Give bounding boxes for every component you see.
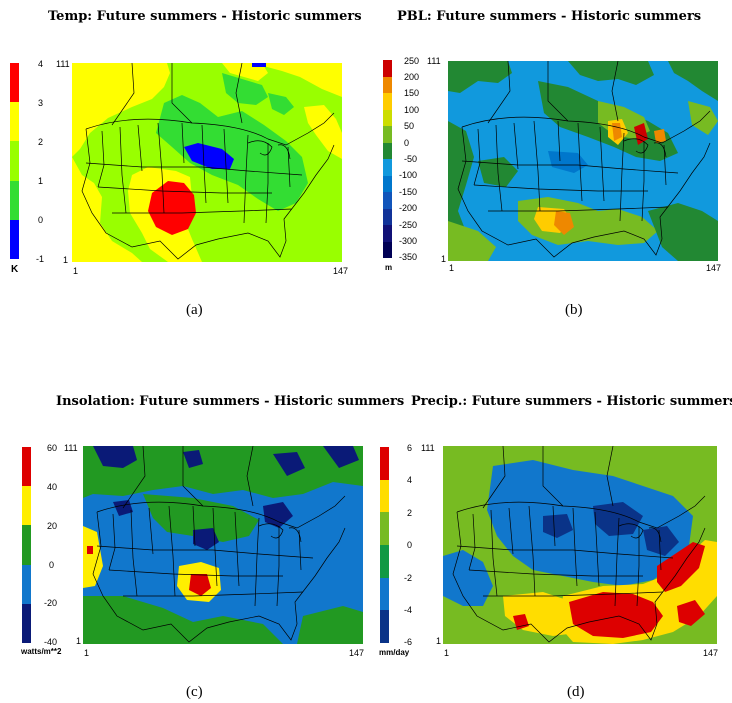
- scale-unit: K: [11, 264, 19, 275]
- scale-label: 6: [407, 443, 413, 453]
- color-scale-bar: [10, 63, 19, 260]
- color-scale-bar: [22, 447, 31, 644]
- scale-label: -1: [36, 254, 45, 264]
- x-axis-left-label: 1: [84, 648, 90, 658]
- scale-label: 250: [404, 56, 420, 66]
- scale-label: -200: [399, 203, 418, 213]
- panel-title: PBL: Future summers - Historic summers: [397, 9, 702, 24]
- scale-label: -300: [399, 236, 418, 246]
- y-axis-bottom-label: 1: [76, 636, 82, 646]
- scale-label: 0: [407, 540, 413, 550]
- color-scale-bar: [380, 447, 389, 644]
- scale-label: 150: [404, 88, 420, 98]
- y-axis-top-label: 111: [421, 443, 435, 453]
- panel-caption: (c): [186, 684, 203, 700]
- scale-label: 2: [407, 508, 413, 518]
- scale-label: -40: [44, 637, 58, 647]
- x-axis-right-label: 147: [349, 648, 365, 658]
- scale-label: -350: [399, 252, 418, 262]
- scale-label: -150: [399, 187, 418, 197]
- y-axis-bottom-label: 1: [63, 255, 69, 265]
- y-axis-bottom-label: 1: [436, 636, 442, 646]
- scale-label: -20: [44, 598, 58, 608]
- panel-title: Temp: Future summers - Historic summers: [48, 9, 362, 24]
- x-axis-left-label: 1: [73, 266, 79, 276]
- scale-label: 20: [47, 521, 58, 531]
- scale-label: -4: [404, 605, 413, 615]
- y-axis-bottom-label: 1: [441, 254, 447, 264]
- scale-label: 60: [47, 443, 58, 453]
- scale-label: -6: [404, 637, 413, 647]
- x-axis-left-label: 1: [444, 648, 450, 658]
- panel-title: Precip.: Future summers - Historic summe…: [411, 394, 732, 409]
- scale-unit: m: [385, 263, 393, 272]
- scale-label: 200: [404, 72, 420, 82]
- x-axis-right-label: 147: [333, 266, 349, 276]
- scale-label: 4: [38, 59, 44, 69]
- pbl-difference-map: [448, 61, 718, 261]
- scale-label: 3: [38, 98, 44, 108]
- scale-label: -250: [399, 220, 418, 230]
- x-axis-left-label: 1: [449, 263, 455, 273]
- scale-label: 0: [404, 138, 410, 148]
- temperature-difference-map: [72, 63, 342, 262]
- scale-unit: mm/day: [379, 648, 410, 657]
- panel-title: Insolation: Future summers - Historic su…: [56, 394, 405, 409]
- panel-caption: (d): [567, 684, 585, 700]
- scale-label: 50: [404, 121, 415, 131]
- scale-label: 4: [407, 475, 413, 485]
- precipitation-difference-map: [443, 446, 717, 644]
- y-axis-top-label: 111: [427, 56, 441, 66]
- panel-caption: (a): [186, 302, 203, 318]
- scale-label: 2: [38, 137, 44, 147]
- scale-label: 0: [38, 215, 44, 225]
- scale-label: -50: [404, 154, 418, 164]
- scale-label: -100: [399, 170, 418, 180]
- y-axis-top-label: 111: [56, 59, 70, 69]
- scale-label: 100: [404, 105, 420, 115]
- x-axis-right-label: 147: [706, 263, 722, 273]
- scale-label: 40: [47, 482, 58, 492]
- scale-unit: watts/m**2: [21, 647, 62, 656]
- color-scale-bar: [383, 60, 392, 258]
- x-axis-right-label: 147: [703, 648, 719, 658]
- insolation-difference-map: [83, 446, 363, 644]
- scale-label: -2: [404, 573, 413, 583]
- scale-label: 1: [38, 176, 44, 186]
- scale-label: 0: [49, 560, 55, 570]
- panel-caption: (b): [565, 302, 583, 318]
- y-axis-top-label: 111: [64, 443, 78, 453]
